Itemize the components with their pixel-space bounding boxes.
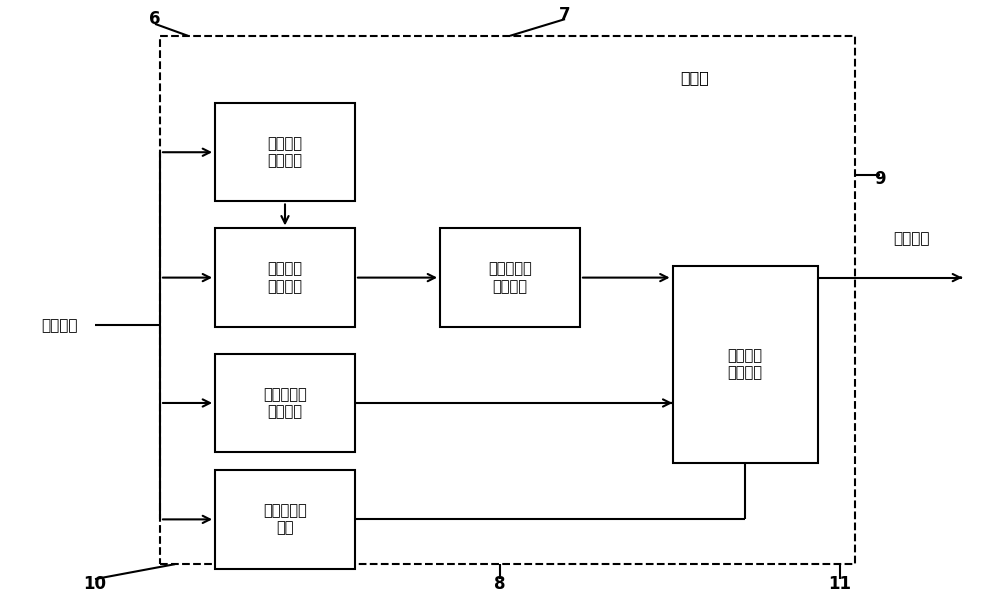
Text: 输入数据: 输入数据 <box>42 318 78 333</box>
Text: 温度梯度
描述模块: 温度梯度 描述模块 <box>268 261 302 294</box>
Text: 10: 10 <box>84 575 106 593</box>
Text: 8: 8 <box>494 575 506 593</box>
Text: 设定值转换
模块: 设定值转换 模块 <box>263 503 307 536</box>
Text: 浓度梯度
描述模块: 浓度梯度 描述模块 <box>268 136 302 168</box>
Bar <box>215 103 355 202</box>
Text: 控制参数
求解模块: 控制参数 求解模块 <box>728 348 763 380</box>
Bar <box>440 228 580 327</box>
Text: 温度波静态
描述模块: 温度波静态 描述模块 <box>263 387 307 419</box>
Bar <box>215 353 355 453</box>
Text: 上位机: 上位机 <box>681 70 709 85</box>
Text: 11: 11 <box>828 575 852 593</box>
Text: 温度波动态
描述模块: 温度波动态 描述模块 <box>488 261 532 294</box>
Bar <box>215 470 355 568</box>
Text: 输出数据: 输出数据 <box>894 231 930 247</box>
Bar <box>215 228 355 327</box>
Text: 7: 7 <box>559 6 571 24</box>
Bar <box>160 36 855 564</box>
Text: 9: 9 <box>874 170 886 188</box>
Text: 6: 6 <box>149 10 161 28</box>
Bar <box>672 266 818 463</box>
